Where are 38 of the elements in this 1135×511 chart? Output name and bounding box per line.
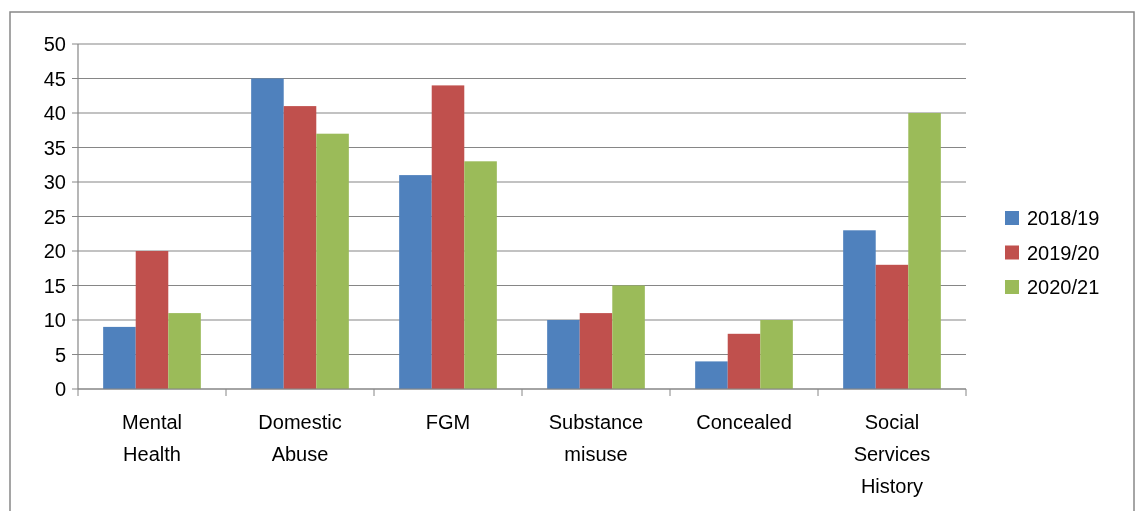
legend-label: 2019/20 bbox=[1027, 241, 1100, 264]
y-tick-label: 5 bbox=[54, 343, 66, 366]
bar bbox=[399, 175, 432, 389]
bar bbox=[727, 333, 761, 389]
legend-label: 2018/19 bbox=[1027, 207, 1100, 229]
y-tick-label: 45 bbox=[43, 67, 66, 90]
bar bbox=[103, 326, 136, 389]
bar bbox=[464, 161, 497, 389]
y-tick-label: 30 bbox=[43, 171, 66, 193]
bar bbox=[579, 313, 613, 389]
bar bbox=[431, 85, 465, 389]
bar bbox=[283, 106, 317, 389]
bar bbox=[908, 113, 941, 389]
y-tick-label: 15 bbox=[43, 274, 66, 297]
bar bbox=[547, 320, 580, 389]
x-tick-label: FGM bbox=[425, 411, 471, 433]
bar bbox=[695, 361, 728, 389]
y-tick-label: 40 bbox=[43, 102, 66, 124]
bar bbox=[135, 251, 169, 389]
y-tick-label: 25 bbox=[43, 205, 66, 228]
y-tick-label: 10 bbox=[43, 309, 66, 331]
y-tick-label: 20 bbox=[43, 240, 66, 262]
y-tick-label: 50 bbox=[43, 33, 66, 55]
y-tick-label: 35 bbox=[43, 136, 66, 159]
bar bbox=[875, 264, 909, 389]
x-tick-label: Social Services History bbox=[853, 411, 931, 497]
bar bbox=[251, 78, 284, 389]
x-tick-label: Concealed bbox=[696, 411, 792, 433]
bar bbox=[760, 320, 793, 389]
x-tick-label: Mental Health bbox=[121, 411, 183, 465]
bar bbox=[168, 313, 201, 389]
bar bbox=[316, 133, 349, 389]
bar bbox=[843, 230, 876, 389]
legend-label: 2020/21 bbox=[1027, 276, 1100, 298]
bar bbox=[612, 285, 645, 389]
y-tick-label: 0 bbox=[54, 378, 66, 400]
x-tick-label: Substance misuse bbox=[548, 411, 644, 465]
x-tick-label: Domestic Abuse bbox=[258, 411, 342, 465]
